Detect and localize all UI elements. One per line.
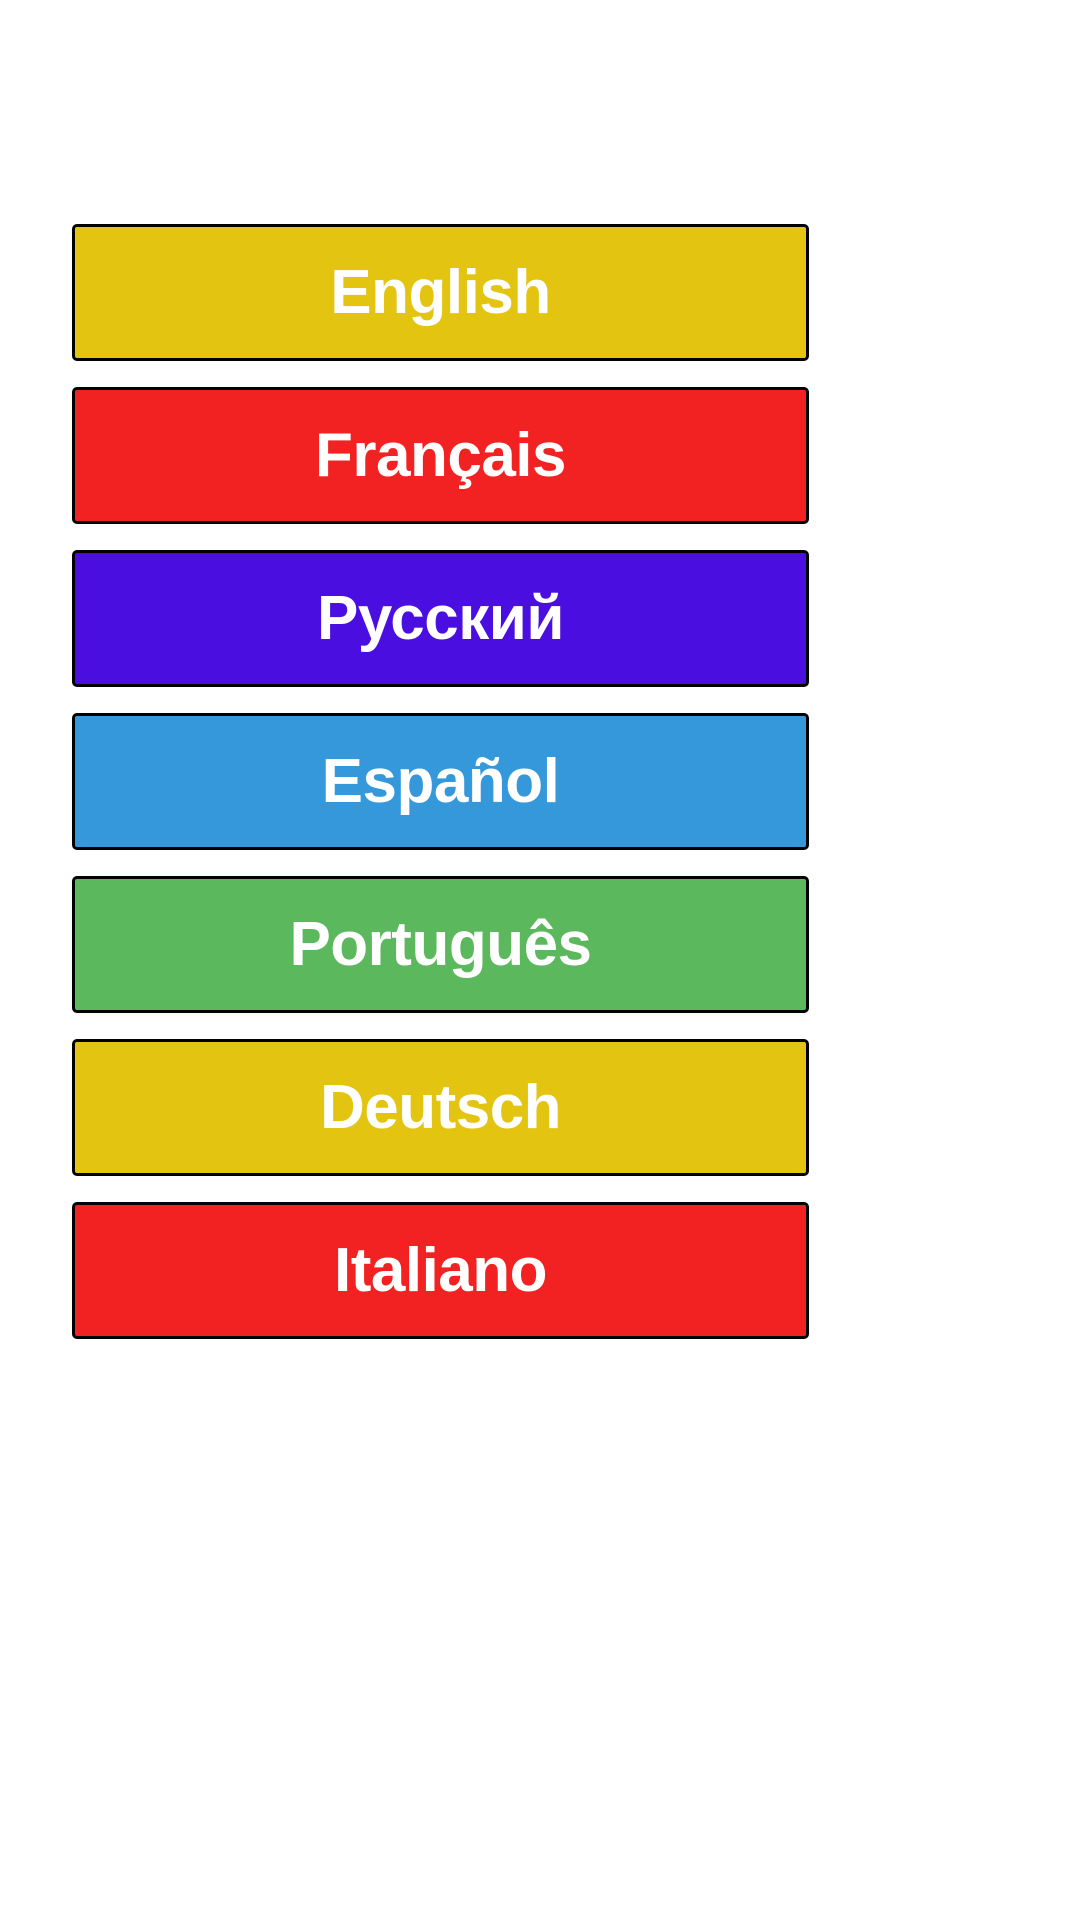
language-button-english[interactable]: English bbox=[72, 224, 809, 361]
language-button-português[interactable]: Português bbox=[72, 876, 809, 1013]
language-button-label: English bbox=[330, 257, 551, 327]
language-button-label: Español bbox=[321, 746, 560, 816]
language-button-español[interactable]: Español bbox=[72, 713, 809, 850]
language-button-italiano[interactable]: Italiano bbox=[72, 1202, 809, 1339]
language-button-français[interactable]: Français bbox=[72, 387, 809, 524]
language-button-label: Italiano bbox=[333, 1235, 548, 1305]
language-button-label: Français bbox=[314, 420, 567, 490]
language-list: English Français Русский Español Português De… bbox=[72, 224, 809, 1339]
language-button-label: Русский bbox=[316, 583, 565, 653]
language-button-deutsch[interactable]: Deutsch bbox=[72, 1039, 809, 1176]
language-button-русский[interactable]: Русский bbox=[72, 550, 809, 687]
language-button-label: Português bbox=[289, 909, 592, 979]
language-button-label: Deutsch bbox=[319, 1072, 562, 1142]
